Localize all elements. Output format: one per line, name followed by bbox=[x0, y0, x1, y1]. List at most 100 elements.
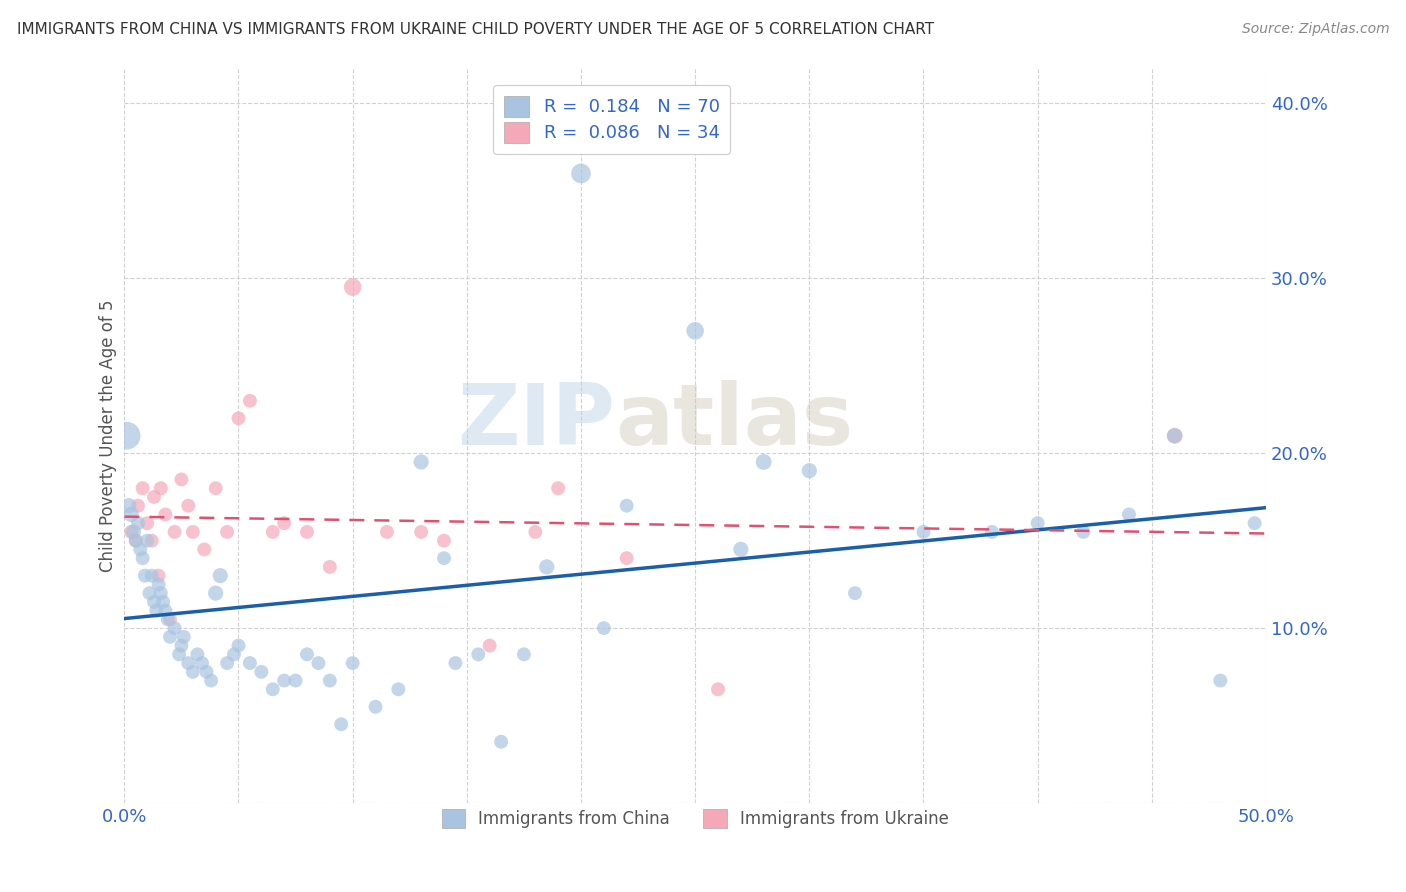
Text: IMMIGRANTS FROM CHINA VS IMMIGRANTS FROM UKRAINE CHILD POVERTY UNDER THE AGE OF : IMMIGRANTS FROM CHINA VS IMMIGRANTS FROM… bbox=[17, 22, 934, 37]
Point bbox=[707, 682, 730, 697]
Point bbox=[467, 648, 489, 662]
Point bbox=[200, 673, 222, 688]
Point bbox=[217, 656, 239, 670]
Point bbox=[141, 568, 163, 582]
Point bbox=[152, 595, 174, 609]
Point bbox=[204, 481, 226, 495]
Point bbox=[195, 665, 218, 679]
Point bbox=[513, 648, 536, 662]
Point bbox=[342, 280, 364, 294]
Point bbox=[209, 568, 232, 582]
Point bbox=[127, 516, 149, 531]
Point bbox=[273, 673, 295, 688]
Point bbox=[159, 630, 181, 644]
Point bbox=[177, 499, 200, 513]
Point bbox=[1026, 516, 1049, 531]
Point bbox=[239, 656, 262, 670]
Point bbox=[616, 499, 638, 513]
Point bbox=[155, 508, 177, 522]
Point bbox=[1073, 524, 1095, 539]
Point bbox=[141, 533, 163, 548]
Point bbox=[547, 481, 569, 495]
Point bbox=[163, 621, 186, 635]
Point bbox=[222, 648, 245, 662]
Point bbox=[433, 533, 456, 548]
Point bbox=[411, 524, 433, 539]
Point bbox=[239, 393, 262, 408]
Point bbox=[167, 648, 190, 662]
Point bbox=[799, 464, 821, 478]
Point bbox=[228, 639, 250, 653]
Point bbox=[284, 673, 307, 688]
Point bbox=[177, 656, 200, 670]
Point bbox=[569, 166, 592, 180]
Point bbox=[411, 455, 433, 469]
Point bbox=[536, 560, 558, 574]
Point bbox=[204, 586, 226, 600]
Point bbox=[912, 524, 935, 539]
Point bbox=[524, 524, 547, 539]
Point bbox=[148, 568, 170, 582]
Point bbox=[181, 665, 204, 679]
Point bbox=[592, 621, 614, 635]
Text: ZIP: ZIP bbox=[457, 380, 616, 463]
Point bbox=[752, 455, 775, 469]
Point bbox=[131, 481, 153, 495]
Point bbox=[120, 524, 142, 539]
Point bbox=[149, 586, 172, 600]
Point bbox=[217, 524, 239, 539]
Point bbox=[136, 516, 159, 531]
Point bbox=[319, 560, 342, 574]
Text: Source: ZipAtlas.com: Source: ZipAtlas.com bbox=[1241, 22, 1389, 37]
Point bbox=[1243, 516, 1265, 531]
Point bbox=[489, 735, 512, 749]
Point bbox=[981, 524, 1004, 539]
Point bbox=[228, 411, 250, 425]
Point bbox=[145, 604, 167, 618]
Point bbox=[342, 656, 364, 670]
Point bbox=[295, 524, 318, 539]
Point bbox=[193, 542, 215, 557]
Point bbox=[844, 586, 866, 600]
Point bbox=[181, 524, 204, 539]
Point bbox=[127, 499, 149, 513]
Point bbox=[122, 524, 145, 539]
Point bbox=[148, 577, 170, 591]
Point bbox=[375, 524, 398, 539]
Point bbox=[125, 533, 148, 548]
Point bbox=[444, 656, 467, 670]
Point bbox=[186, 648, 208, 662]
Point bbox=[155, 604, 177, 618]
Point bbox=[131, 551, 153, 566]
Point bbox=[149, 481, 172, 495]
Point bbox=[1118, 508, 1140, 522]
Point bbox=[163, 524, 186, 539]
Y-axis label: Child Poverty Under the Age of 5: Child Poverty Under the Age of 5 bbox=[100, 300, 117, 572]
Point bbox=[115, 428, 138, 442]
Point bbox=[730, 542, 752, 557]
Point bbox=[319, 673, 342, 688]
Point bbox=[295, 648, 318, 662]
Text: atlas: atlas bbox=[616, 380, 853, 463]
Point bbox=[387, 682, 409, 697]
Point bbox=[134, 568, 156, 582]
Point bbox=[616, 551, 638, 566]
Point bbox=[173, 630, 195, 644]
Legend: Immigrants from China, Immigrants from Ukraine: Immigrants from China, Immigrants from U… bbox=[434, 803, 956, 835]
Point bbox=[364, 699, 387, 714]
Point bbox=[250, 665, 273, 679]
Point bbox=[273, 516, 295, 531]
Point bbox=[433, 551, 456, 566]
Point bbox=[143, 490, 166, 504]
Point bbox=[136, 533, 159, 548]
Point bbox=[120, 508, 142, 522]
Point bbox=[170, 473, 193, 487]
Point bbox=[1163, 428, 1185, 442]
Point bbox=[330, 717, 353, 731]
Point bbox=[1209, 673, 1232, 688]
Point bbox=[143, 595, 166, 609]
Point bbox=[125, 533, 148, 548]
Point bbox=[262, 524, 284, 539]
Point bbox=[170, 639, 193, 653]
Point bbox=[159, 612, 181, 626]
